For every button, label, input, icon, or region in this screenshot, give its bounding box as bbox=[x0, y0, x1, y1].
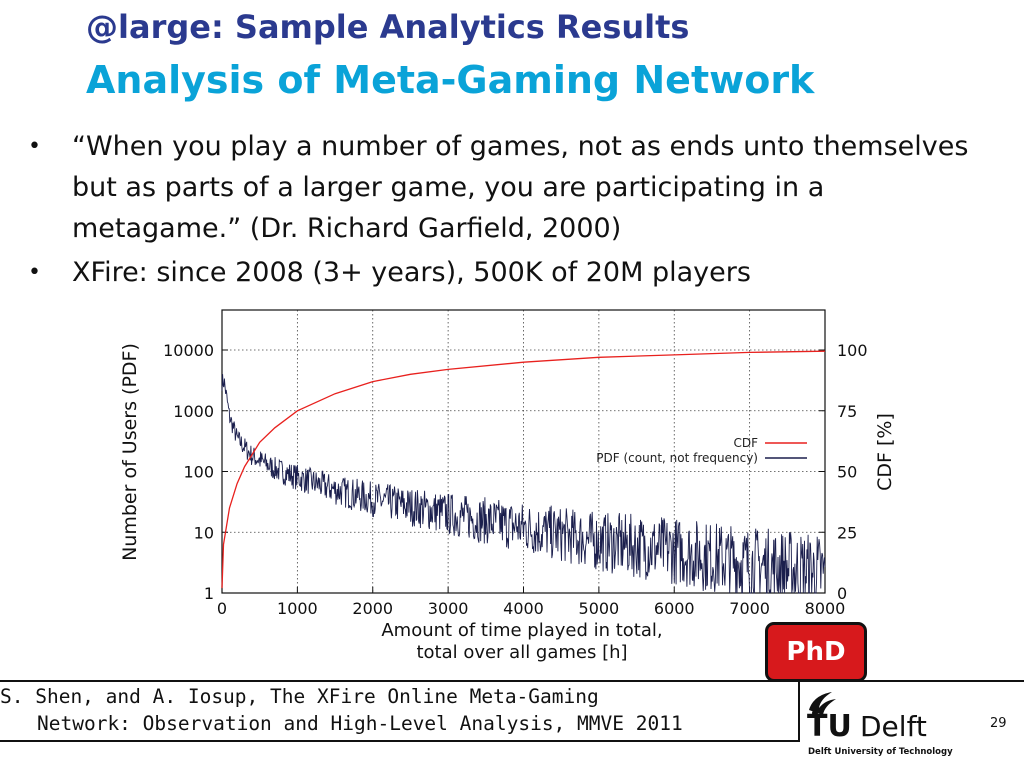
citation-line-2: Network: Observation and High-Level Anal… bbox=[37, 712, 683, 735]
x-tick-label: 3000 bbox=[428, 599, 469, 618]
x-axis-label-line2: total over all games [h] bbox=[416, 642, 627, 663]
y-left-tick-label: 1000 bbox=[173, 402, 214, 421]
logo-delft-text: Delft bbox=[860, 710, 927, 740]
flame-icon bbox=[809, 692, 836, 716]
citation-line-1: S. Shen, and A. Iosup, The XFire Online … bbox=[0, 685, 599, 708]
y-axis-label-left: Number of Users (PDF) bbox=[119, 343, 141, 561]
bullet-icon: • bbox=[28, 260, 41, 285]
x-tick-label: 4000 bbox=[503, 599, 544, 618]
logo-subtitle: Delft University of Technology bbox=[808, 747, 953, 757]
x-tick-label: 0 bbox=[217, 599, 227, 618]
footer-divider bbox=[803, 680, 1024, 682]
y-right-tick-label: 50 bbox=[837, 463, 857, 482]
pdf-series-line bbox=[221, 374, 826, 594]
bullet-item: • “When you play a number of games, not a… bbox=[28, 126, 988, 249]
x-tick-label: 5000 bbox=[579, 599, 620, 618]
x-tick-label: 6000 bbox=[654, 599, 695, 618]
y-left-tick-label: 10000 bbox=[163, 341, 214, 360]
meta-gaming-chart: 0 1000 2000 3000 4000 5000 6000 7000 80001101001… bbox=[119, 309, 896, 663]
bullet-item: • XFire: since 2008 (3+ years), 500K of 2… bbox=[28, 252, 988, 293]
bullet-list: • “When you play a number of games, not a… bbox=[28, 126, 988, 296]
x-tick-label: 1000 bbox=[277, 599, 318, 618]
chart-legend: CDF PDF (count, not frequency) bbox=[596, 436, 807, 465]
y-left-tick-label: 10 bbox=[194, 523, 214, 542]
phd-badge: PhD bbox=[765, 622, 867, 682]
x-tick-label: 2000 bbox=[352, 599, 393, 618]
slide-title: @large: Sample Analytics Results bbox=[86, 8, 690, 46]
x-tick-label: 8000 bbox=[805, 599, 846, 618]
chart-series bbox=[221, 350, 826, 594]
x-tick-label: 7000 bbox=[729, 599, 770, 618]
y-right-tick-label: 75 bbox=[837, 402, 857, 421]
citation-box: S. Shen, and A. Iosup, The XFire Online … bbox=[0, 680, 800, 742]
cdf-series-line bbox=[221, 350, 826, 589]
legend-label-cdf: CDF bbox=[733, 436, 758, 450]
bullet-text: “When you play a number of games, not as… bbox=[72, 131, 969, 244]
y-left-tick-label: 100 bbox=[183, 463, 214, 482]
y-right-tick-label: 100 bbox=[837, 341, 868, 360]
slide-subtitle: Analysis of Meta-Gaming Network bbox=[86, 58, 815, 102]
y-left-tick-label: 1 bbox=[204, 584, 214, 603]
logo-tu-text: TU bbox=[807, 709, 852, 740]
tu-delft-logo: TU Delft bbox=[807, 692, 927, 740]
bullet-text: XFire: since 2008 (3+ years), 500K of 20… bbox=[72, 257, 751, 288]
chart-ticks: 0 1000 2000 3000 4000 5000 6000 7000 80001101001… bbox=[163, 341, 867, 618]
phd-badge-label: PhD bbox=[786, 637, 846, 667]
y-axis-label-right: CDF [%] bbox=[874, 413, 896, 491]
bullet-icon: • bbox=[28, 134, 41, 159]
legend-label-pdf: PDF (count, not frequency) bbox=[596, 451, 758, 465]
x-axis-label-line1: Amount of time played in total, bbox=[381, 620, 662, 641]
page-number: 29 bbox=[990, 716, 1007, 731]
y-right-tick-label: 0 bbox=[837, 584, 847, 603]
y-right-tick-label: 25 bbox=[837, 523, 857, 542]
